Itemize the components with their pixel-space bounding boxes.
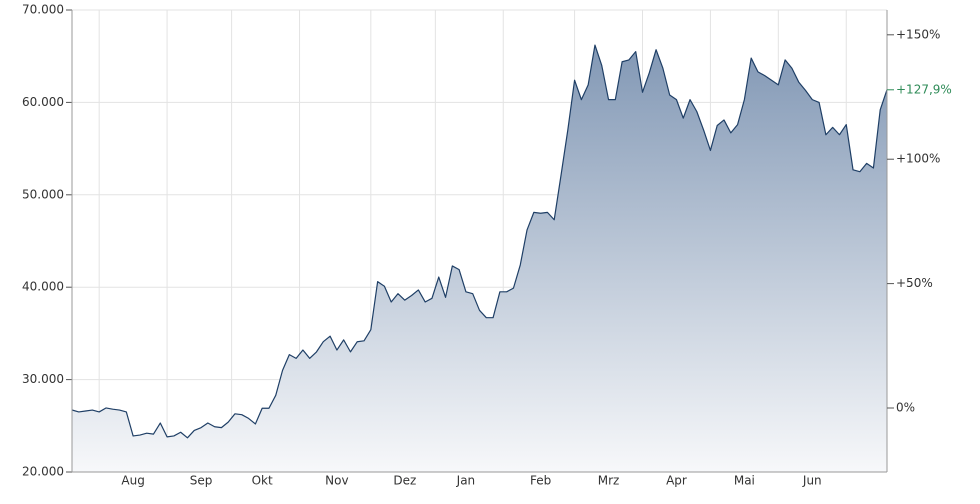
y-tick-label: 50.000 bbox=[22, 187, 64, 201]
x-tick-label: Jan bbox=[456, 474, 476, 488]
y-tick-label: 70.000 bbox=[22, 3, 64, 17]
y2-tick-label: +150% bbox=[896, 27, 940, 41]
x-tick-label: Nov bbox=[325, 474, 348, 488]
y2-tick-label: 0% bbox=[896, 401, 915, 415]
y2-tick-label: +50% bbox=[896, 276, 933, 290]
x-tick-label: Jun bbox=[802, 474, 822, 488]
x-tick-label: Mrz bbox=[598, 474, 620, 488]
x-tick-label: Dez bbox=[393, 474, 416, 488]
y2-tick-label: +100% bbox=[896, 152, 940, 166]
current-label: +127,9% bbox=[896, 82, 952, 96]
x-tick-label: Feb bbox=[530, 474, 551, 488]
x-tick-label: Sep bbox=[190, 474, 213, 488]
x-tick-label: Aug bbox=[121, 474, 144, 488]
x-tick-label: Mai bbox=[734, 474, 755, 488]
y-tick-label: 30.000 bbox=[22, 372, 64, 386]
y-tick-label: 40.000 bbox=[22, 280, 64, 294]
price-line bbox=[71, 44, 888, 439]
area-fill bbox=[72, 45, 887, 473]
y-tick-label: 20.000 bbox=[22, 465, 64, 479]
y-tick-label: 60.000 bbox=[22, 95, 64, 109]
x-tick-label: Apr bbox=[666, 474, 687, 488]
x-tick-label: Okt bbox=[252, 474, 273, 488]
